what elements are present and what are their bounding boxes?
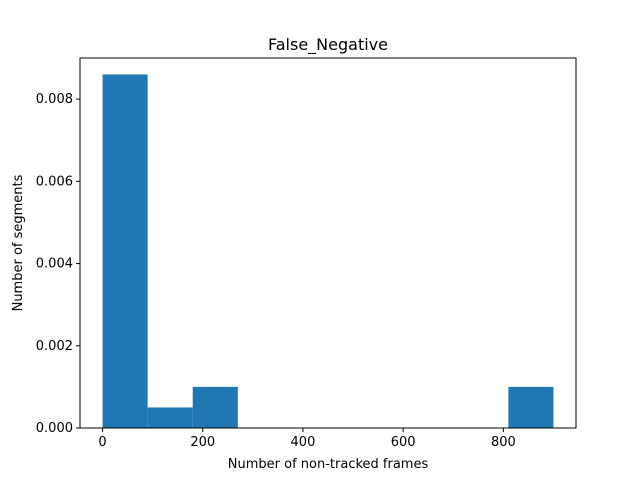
plot-frame [79, 57, 577, 429]
histogram-bar [102, 74, 148, 428]
y-tick-label: 0.008 [36, 92, 73, 107]
y-tick-label: 0.000 [36, 421, 73, 436]
y-axis-ticks: 0.000 0.002 0.004 0.006 0.008 [36, 92, 80, 436]
x-axis-label: Number of non-tracked frames [228, 457, 429, 472]
y-tick-label: 0.006 [36, 174, 73, 189]
y-tick-label: 0.004 [36, 257, 73, 272]
x-tick-label: 0 [98, 435, 106, 450]
histogram-bar [147, 407, 193, 428]
bars-group [102, 74, 554, 428]
x-axis-ticks: 0 200 400 600 800 [98, 428, 516, 450]
chart-title: False_Negative [268, 35, 388, 55]
x-tick-label: 400 [291, 435, 316, 450]
y-tick-label: 0.002 [36, 339, 73, 354]
y-axis-label: Number of segments [11, 174, 26, 311]
x-tick-label: 200 [190, 435, 215, 450]
x-tick-label: 600 [391, 435, 416, 450]
histogram-bar [508, 386, 554, 428]
x-tick-label: 800 [491, 435, 516, 450]
histogram-bar [192, 386, 238, 428]
